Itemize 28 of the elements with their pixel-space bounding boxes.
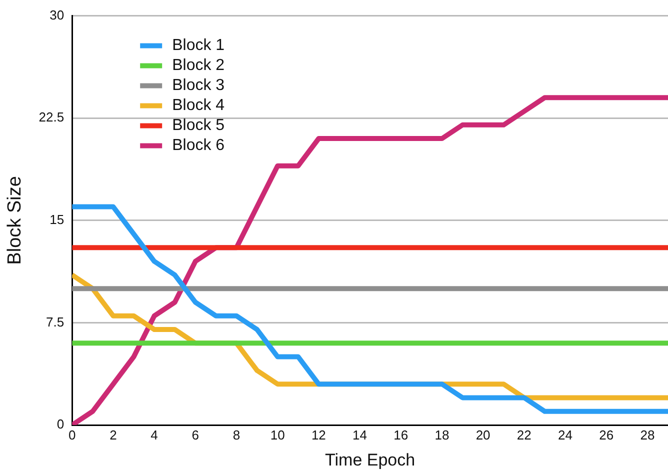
legend-label: Block 6 [172, 137, 225, 154]
x-tick-label: 8 [232, 427, 240, 442]
x-axis-title: Time Epoch [325, 450, 416, 470]
y-tick-label: 0 [56, 416, 64, 432]
x-tick-label: 24 [558, 427, 572, 442]
y-tick-label: 15 [50, 212, 64, 227]
legend-label: Block 2 [172, 57, 225, 74]
legend-label: Block 1 [172, 37, 225, 54]
x-tick-label: 20 [476, 427, 490, 442]
legend-label: Block 4 [172, 97, 225, 114]
legend-label: Block 3 [172, 77, 225, 94]
x-tick-label: 2 [110, 427, 117, 442]
x-tick-label: 14 [352, 427, 368, 442]
y-tick-label: 22.5 [38, 110, 64, 125]
x-tick-label: 6 [192, 427, 200, 442]
y-axis-title: Block Size [4, 176, 26, 265]
y-tick-label: 7.5 [46, 314, 64, 330]
x-tick-label: 28 [640, 427, 655, 442]
x-tick-label: 16 [394, 427, 408, 442]
x-tick-label: 26 [599, 427, 614, 442]
x-tick-label: 18 [434, 427, 450, 442]
x-tick-label: 10 [270, 427, 285, 442]
legend-label: Block 5 [172, 117, 225, 134]
x-tick-label: 22 [516, 427, 532, 442]
x-tick-label: 12 [311, 427, 326, 442]
x-tick-label: 0 [68, 427, 76, 442]
x-tick-label: 4 [150, 427, 158, 442]
y-tick-label: 30 [50, 7, 64, 22]
